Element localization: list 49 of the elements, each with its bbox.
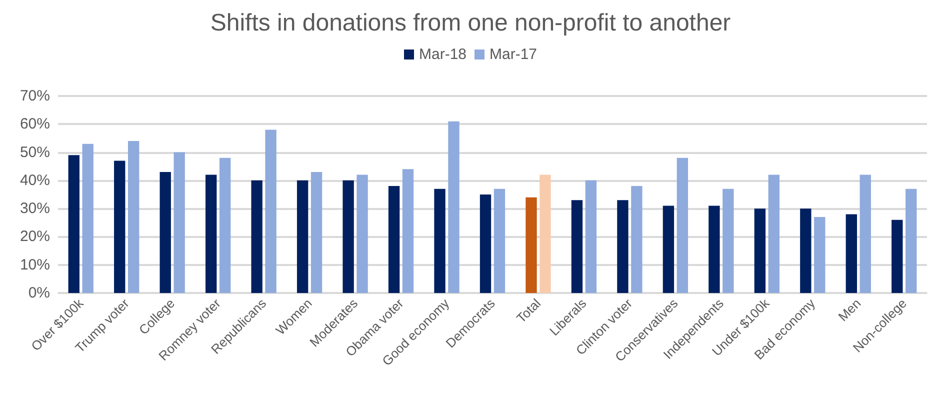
legend-label: Mar-17	[490, 46, 538, 63]
bar	[448, 121, 460, 293]
bar	[571, 200, 583, 293]
y-tick-label: 50%	[20, 144, 50, 161]
bar	[494, 188, 506, 293]
bar	[402, 169, 414, 293]
bar	[388, 186, 400, 293]
bar	[356, 174, 368, 293]
bar	[768, 174, 780, 293]
bar	[68, 155, 80, 293]
bar	[480, 194, 492, 293]
bar	[251, 180, 262, 293]
bar	[540, 174, 551, 293]
bar	[754, 208, 766, 293]
bar	[906, 188, 917, 293]
bar	[219, 158, 231, 293]
bar	[722, 188, 734, 293]
y-tick-label: 30%	[20, 200, 50, 218]
y-tick-label: 60%	[20, 116, 50, 133]
y-tick-label: 20%	[20, 228, 50, 246]
legend-label: Mar-18	[418, 46, 467, 63]
bar	[631, 186, 642, 293]
bar	[114, 160, 126, 293]
bar	[174, 152, 185, 293]
y-tick-label: 0%	[28, 284, 50, 302]
bar	[128, 141, 140, 293]
y-tick-label: 70%	[20, 88, 50, 104]
bar	[892, 220, 903, 293]
bar	[265, 130, 276, 293]
bar	[860, 174, 871, 293]
bar	[82, 144, 94, 293]
bar	[206, 174, 217, 293]
bar	[160, 172, 171, 293]
bar	[846, 214, 857, 293]
y-tick-label: 10%	[20, 256, 50, 274]
bar	[526, 197, 537, 293]
chart-title: Shifts in donations from one non-profit to another	[210, 10, 731, 36]
bar	[617, 200, 628, 293]
y-tick-label: 40%	[20, 172, 50, 189]
bar	[662, 206, 674, 293]
bar	[342, 180, 354, 293]
bar	[676, 158, 688, 293]
bar	[708, 206, 720, 293]
bar	[814, 217, 826, 293]
bar	[800, 208, 812, 293]
bar	[310, 172, 322, 293]
bar	[296, 180, 308, 293]
bar	[585, 180, 597, 293]
bar	[434, 188, 446, 293]
